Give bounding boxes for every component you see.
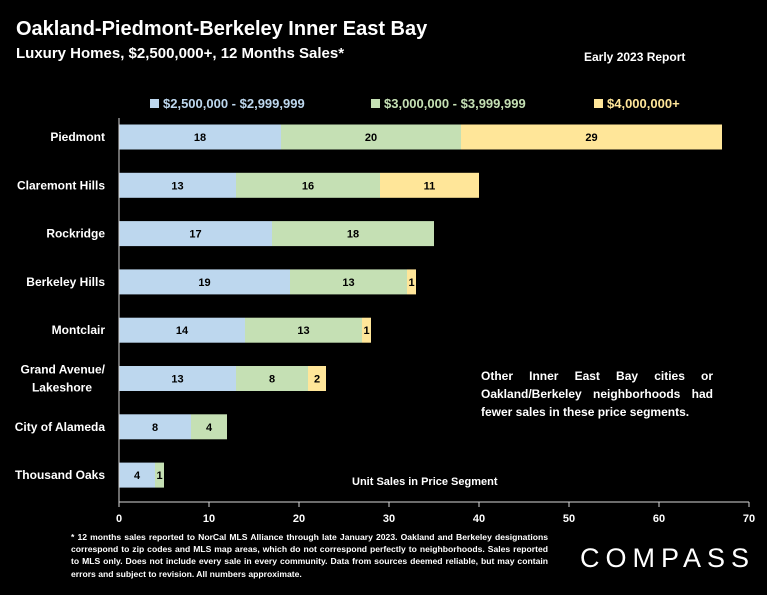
bar-segment [380, 172, 479, 198]
data-label: 29 [585, 132, 597, 144]
category-label: City of Alameda [15, 420, 106, 434]
category-label: Berkeley Hills [26, 275, 105, 289]
bar-segment [119, 221, 272, 247]
bar-segment [236, 172, 380, 198]
chart-annotation: Other Inner East Bay cities or Oakland/B… [481, 369, 713, 419]
legend-swatch [150, 99, 159, 108]
bar-segment [119, 172, 236, 198]
bar-segment [155, 462, 164, 488]
data-label: 1 [363, 325, 369, 337]
legend-item-1: $2,500,000 - $2,999,999 [150, 96, 305, 111]
footnote: * 12 months sales reported to NorCal MLS… [71, 532, 548, 579]
data-label: 4 [134, 470, 141, 482]
data-label: 2 [314, 374, 320, 386]
legend-item-2: $3,000,000 - $3,999,999 [371, 96, 526, 111]
data-label: 14 [176, 325, 189, 337]
category-label: Rockridge [46, 227, 105, 241]
legend-swatch [371, 99, 380, 108]
bar-segment [290, 269, 407, 295]
category-label: Piedmont [50, 130, 105, 144]
bar-segment [236, 366, 308, 391]
bar-segment [119, 317, 245, 343]
compass-logo: COMPASS [580, 543, 756, 573]
x-tick-label: 0 [116, 513, 122, 525]
bar-segment [308, 366, 326, 391]
legend-label: $4,000,000+ [607, 96, 680, 111]
chart-title: Oakland-Piedmont-Berkeley Inner East Bay [16, 18, 428, 40]
data-label: 13 [342, 277, 354, 289]
bar-segment [407, 269, 416, 295]
bar-segment [272, 221, 434, 247]
x-axis-title: Unit Sales in Price Segment [352, 476, 498, 488]
bar-segment [119, 462, 155, 488]
x-tick-label: 40 [473, 513, 485, 525]
bar-segment [119, 124, 281, 150]
category-label: Claremont Hills [17, 178, 105, 192]
bar-segment [119, 366, 236, 391]
data-label: 13 [297, 325, 309, 337]
bar-segment [191, 414, 227, 440]
data-label: 1 [156, 470, 162, 482]
data-label: 13 [171, 180, 183, 192]
data-label: 4 [206, 422, 213, 434]
legend-item-3: $4,000,000+ [594, 96, 680, 111]
x-tick-label: 60 [653, 513, 665, 525]
data-label: 18 [347, 229, 359, 241]
chart-subtitle: Luxury Homes, $2,500,000+, 12 Months Sal… [16, 45, 345, 62]
legend-label: $3,000,000 - $3,999,999 [384, 96, 526, 111]
data-label: 18 [194, 132, 206, 144]
bar-segment [281, 124, 461, 150]
x-tick-label: 70 [743, 513, 755, 525]
category-label: Montclair [52, 323, 106, 337]
report-label: Early 2023 Report [584, 50, 686, 64]
x-tick-label: 10 [203, 513, 215, 525]
legend-label: $2,500,000 - $2,999,999 [163, 96, 305, 111]
category-label: Grand Avenue/Lakeshore [21, 363, 106, 395]
data-label: 8 [269, 374, 275, 386]
data-label: 8 [152, 422, 158, 434]
bar-segment [245, 317, 362, 343]
x-tick-label: 20 [293, 513, 305, 525]
bar-segment [119, 414, 191, 440]
data-label: 13 [171, 374, 183, 386]
bar-segment [461, 124, 722, 150]
x-tick-label: 30 [383, 513, 395, 525]
legend-swatch [594, 99, 603, 108]
data-label: 1 [408, 277, 414, 289]
data-label: 16 [302, 180, 314, 192]
data-label: 19 [198, 277, 210, 289]
x-tick-label: 50 [563, 513, 575, 525]
data-label: 11 [424, 180, 436, 192]
data-label: 17 [189, 229, 201, 241]
bar-segment [119, 269, 290, 295]
category-label: Thousand Oaks [15, 468, 105, 482]
bar-segment [362, 317, 371, 343]
data-label: 20 [365, 132, 377, 144]
